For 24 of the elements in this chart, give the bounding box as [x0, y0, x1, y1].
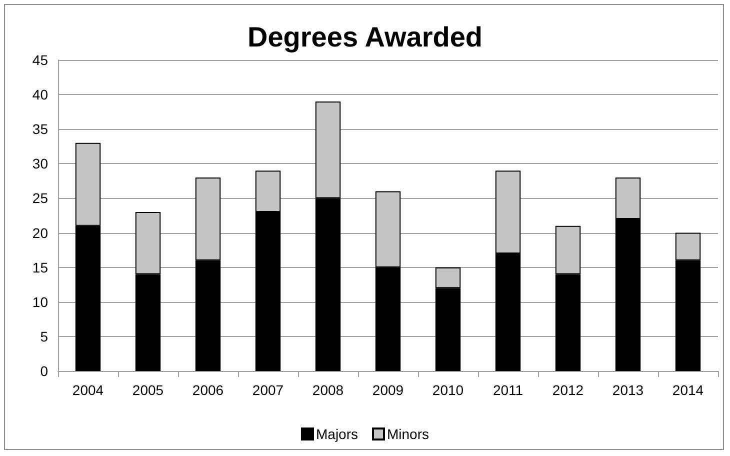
x-tick-label: 2006 — [192, 382, 224, 398]
y-tick-label: 45 — [32, 52, 48, 68]
x-tick-label: 2011 — [492, 382, 524, 398]
legend-label: Majors — [316, 426, 358, 442]
y-tick-label: 10 — [32, 294, 48, 310]
y-tick-label: 15 — [32, 259, 48, 276]
x-tick-label: 2014 — [672, 382, 704, 398]
y-tick-label: 40 — [32, 86, 48, 103]
y-tick-label: 25 — [32, 190, 48, 206]
x-tick-label: 2005 — [132, 382, 164, 398]
y-tick-label: 30 — [32, 156, 48, 172]
y-tick-label: 20 — [32, 224, 48, 241]
x-tick-label: 2012 — [552, 382, 584, 398]
x-tick-label: 2013 — [612, 382, 644, 398]
legend-label: Minors — [387, 426, 430, 442]
x-tick-label: 2008 — [312, 382, 344, 398]
x-tick-label: 2010 — [432, 382, 464, 398]
x-tick-label: 2007 — [252, 382, 284, 398]
chart-title: Degrees Awarded — [248, 22, 482, 52]
y-tick-label: 5 — [40, 328, 48, 344]
x-tick-label: 2004 — [72, 382, 104, 398]
y-tick-label: 0 — [40, 363, 48, 379]
y-tick-label: 35 — [32, 121, 48, 138]
x-tick-label: 2009 — [372, 382, 404, 398]
